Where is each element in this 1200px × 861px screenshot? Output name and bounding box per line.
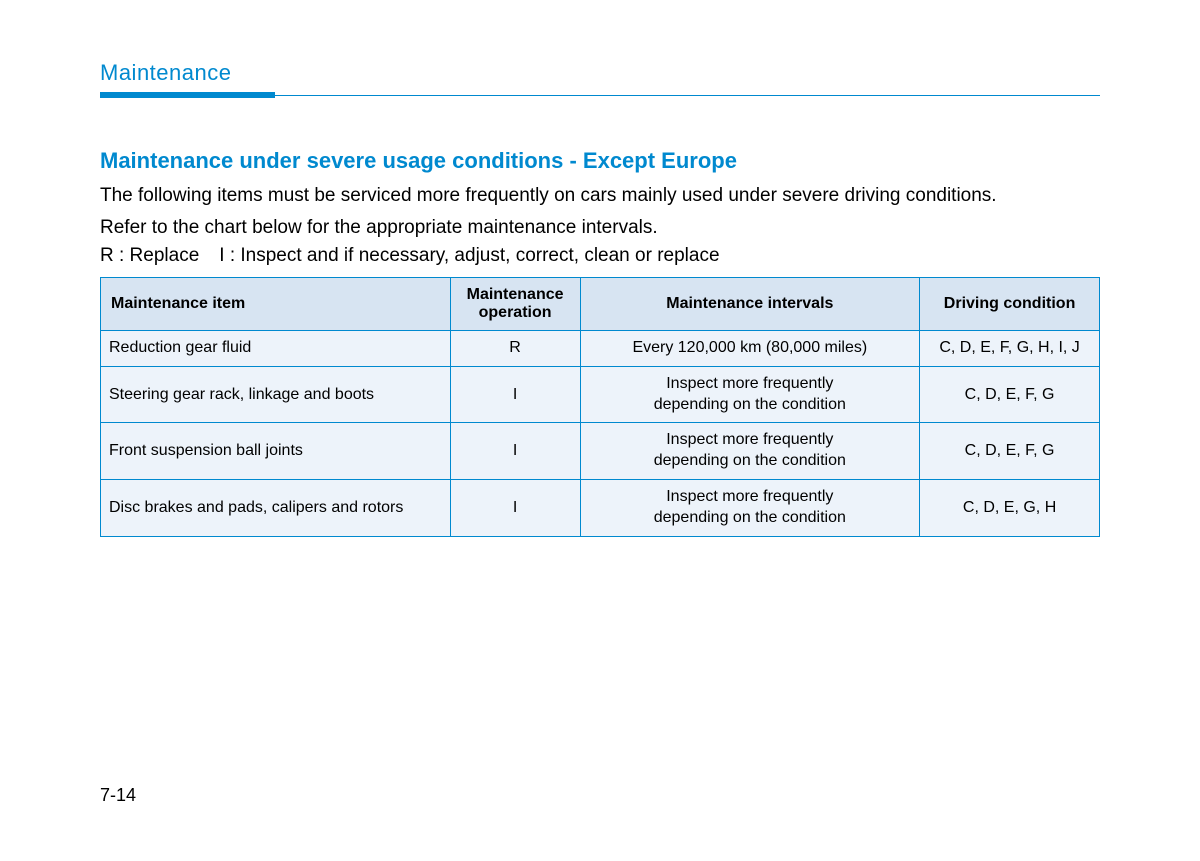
cell-item: Front suspension ball joints xyxy=(101,423,451,480)
cell-operation: I xyxy=(450,423,580,480)
cell-condition: C, D, E, F, G xyxy=(920,366,1100,423)
legend: R : Replace I : Inspect and if necessary,… xyxy=(100,245,1100,267)
cell-condition: C, D, E, F, G, H, I, J xyxy=(920,331,1100,367)
legend-r: R : Replace xyxy=(100,245,199,266)
cell-operation: I xyxy=(450,480,580,537)
table-row: Front suspension ball joints I Inspect m… xyxy=(101,423,1100,480)
cell-item: Disc brakes and pads, calipers and rotor… xyxy=(101,480,451,537)
cell-operation: I xyxy=(450,366,580,423)
col-header-condition: Driving condition xyxy=(920,278,1100,331)
cell-intervals: Inspect more frequentlydepending on the … xyxy=(580,480,920,537)
table-header-row: Maintenance item Maintenanceoperation Ma… xyxy=(101,278,1100,331)
col-header-item: Maintenance item xyxy=(101,278,451,331)
cell-condition: C, D, E, F, G xyxy=(920,423,1100,480)
description-line2: Refer to the chart below for the appropr… xyxy=(100,214,1100,242)
description-line1: The following items must be serviced mor… xyxy=(100,182,1100,210)
col-header-intervals: Maintenance intervals xyxy=(580,278,920,331)
cell-condition: C, D, E, G, H xyxy=(920,480,1100,537)
legend-i: I : Inspect and if necessary, adjust, co… xyxy=(219,245,719,266)
cell-item: Steering gear rack, linkage and boots xyxy=(101,366,451,423)
subtitle: Maintenance under severe usage condition… xyxy=(100,148,1100,174)
underline-thick xyxy=(100,92,275,98)
cell-operation: R xyxy=(450,331,580,367)
table-row: Reduction gear fluid R Every 120,000 km … xyxy=(101,331,1100,367)
table-row: Steering gear rack, linkage and boots I … xyxy=(101,366,1100,423)
table-row: Disc brakes and pads, calipers and rotor… xyxy=(101,480,1100,537)
col-header-operation: Maintenanceoperation xyxy=(450,278,580,331)
page-number: 7-14 xyxy=(100,785,136,806)
cell-intervals: Inspect more frequentlydepending on the … xyxy=(580,423,920,480)
cell-intervals: Inspect more frequentlydepending on the … xyxy=(580,366,920,423)
cell-item: Reduction gear fluid xyxy=(101,331,451,367)
section-title: Maintenance xyxy=(100,60,1100,86)
maintenance-table: Maintenance item Maintenanceoperation Ma… xyxy=(100,277,1100,537)
underline-thin xyxy=(275,95,1100,96)
cell-intervals: Every 120,000 km (80,000 miles) xyxy=(580,331,920,367)
section-underline xyxy=(100,92,1100,98)
